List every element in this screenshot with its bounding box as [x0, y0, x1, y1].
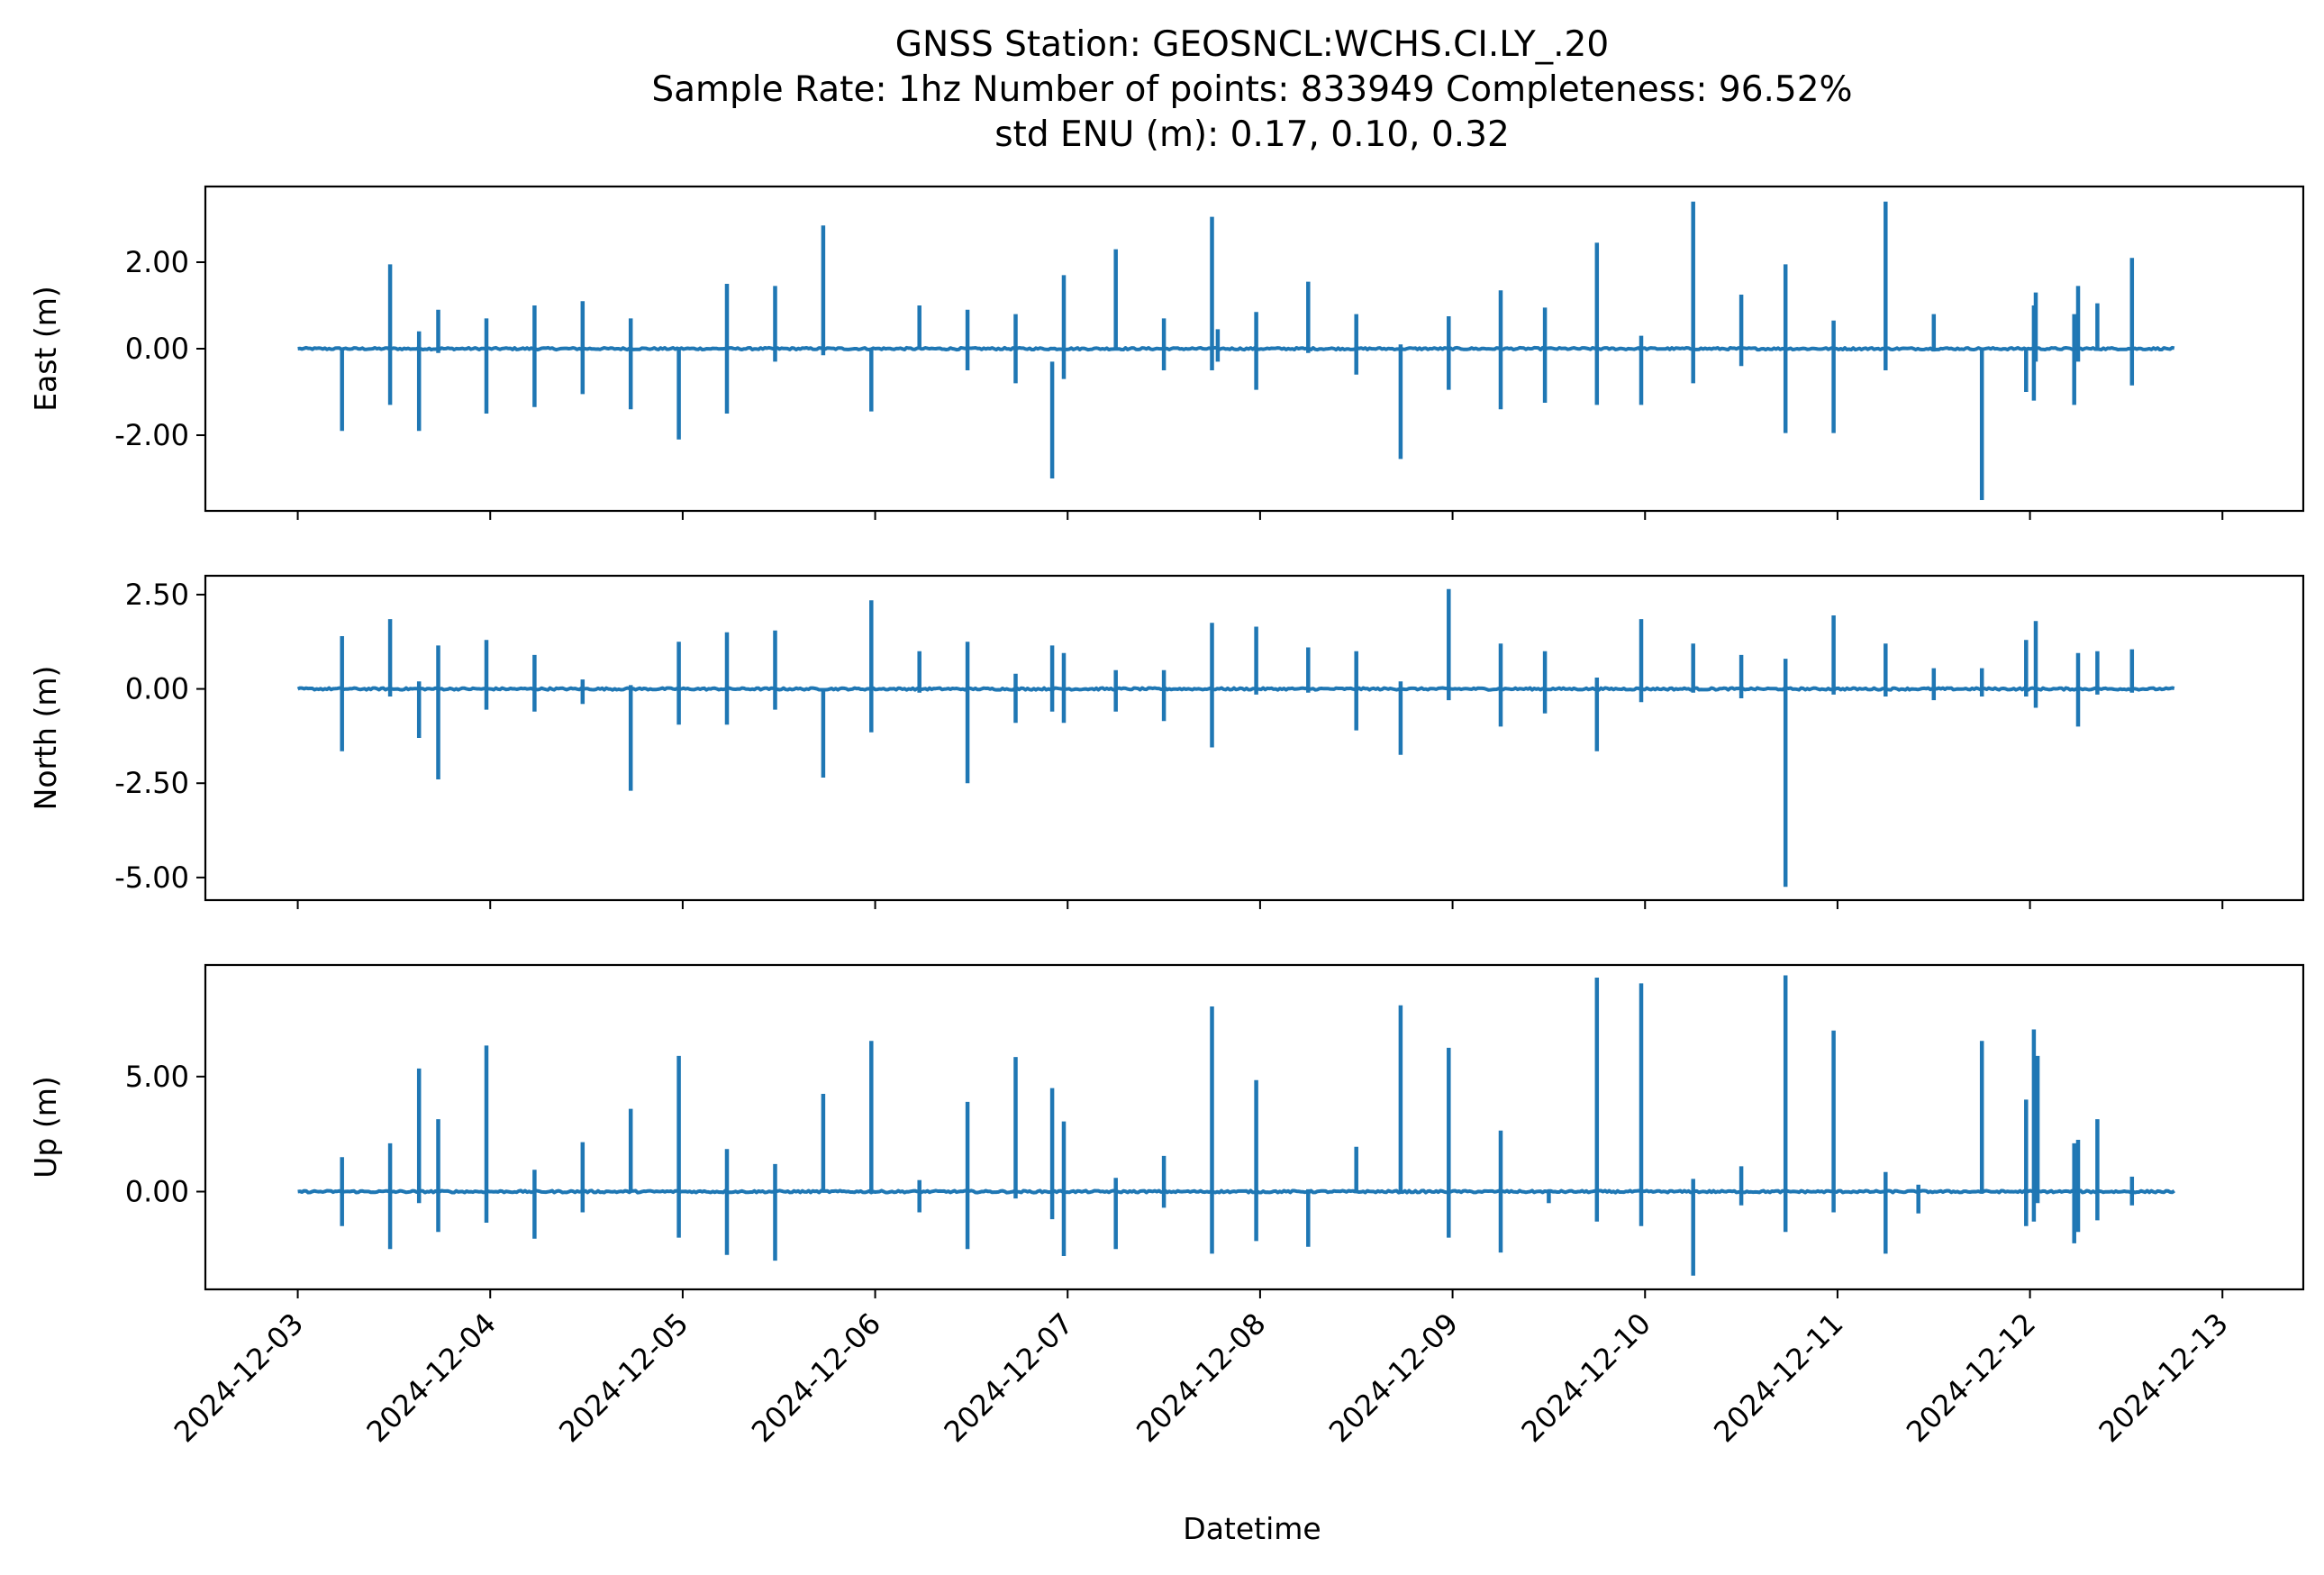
- panel-up: 5.00 0.00 Up (m): [28, 963, 2305, 1298]
- title-line-3: std ENU (m): 0.17, 0.10, 0.32: [994, 114, 1510, 155]
- plot-frame: [204, 574, 2305, 902]
- plot-frame: [204, 963, 2305, 1291]
- y-tick-label: -2.00: [114, 418, 189, 452]
- y-tick-label: 5.00: [125, 1060, 189, 1094]
- y-axis-label: North (m): [28, 666, 63, 811]
- series-baseline: [297, 345, 2175, 352]
- y-tick-label: 0.00: [125, 1174, 189, 1208]
- x-tick-label: 2024-12-06: [745, 1306, 887, 1449]
- y-tick-label: 2.50: [125, 578, 189, 612]
- series-baseline: [296, 686, 2175, 692]
- x-tick-label: 2024-12-13: [2093, 1306, 2235, 1449]
- y-tick-label: 0.00: [125, 332, 189, 366]
- x-tick-label: 2024-12-07: [938, 1306, 1080, 1449]
- x-tick-label: 2024-12-12: [1900, 1306, 2042, 1449]
- title-line-1: GNSS Station: GEOSNCL:WCHS.CI.LY_.20: [895, 24, 1609, 65]
- x-tick-label: 2024-12-04: [360, 1306, 503, 1449]
- x-tick-label: 2024-12-05: [552, 1306, 694, 1449]
- x-axis: 2024-12-03 2024-12-04 2024-12-05 2024-12-06…: [168, 1306, 2235, 1449]
- title-line-2: Sample Rate: 1hz Number of points: 83394…: [651, 69, 1852, 110]
- x-axis-label: Datetime: [1183, 1511, 1321, 1546]
- x-tick-label: 2024-12-09: [1322, 1306, 1465, 1449]
- y-tick-label: -2.50: [114, 766, 189, 800]
- series-baseline: [297, 1188, 2175, 1195]
- y-tick-label: -5.00: [114, 860, 189, 895]
- y-axis-label: Up (m): [28, 1076, 63, 1179]
- panel-north: 2.50 0.00 -2.50 -5.00 North (m): [28, 574, 2305, 909]
- x-tick-label: 2024-12-08: [1130, 1306, 1272, 1449]
- y-axis-label: East (m): [28, 286, 63, 412]
- panel-east: 2.00 0.00 -2.00 East (m): [28, 185, 2305, 520]
- x-tick-label: 2024-12-10: [1515, 1306, 1657, 1449]
- y-tick-label: 0.00: [125, 672, 189, 706]
- x-tick-label: 2024-12-11: [1707, 1306, 1849, 1449]
- chart-title: GNSS Station: GEOSNCL:WCHS.CI.LY_.20Samp…: [651, 24, 1852, 155]
- x-tick-label: 2024-12-03: [168, 1306, 310, 1449]
- y-tick-label: 2.00: [125, 245, 189, 279]
